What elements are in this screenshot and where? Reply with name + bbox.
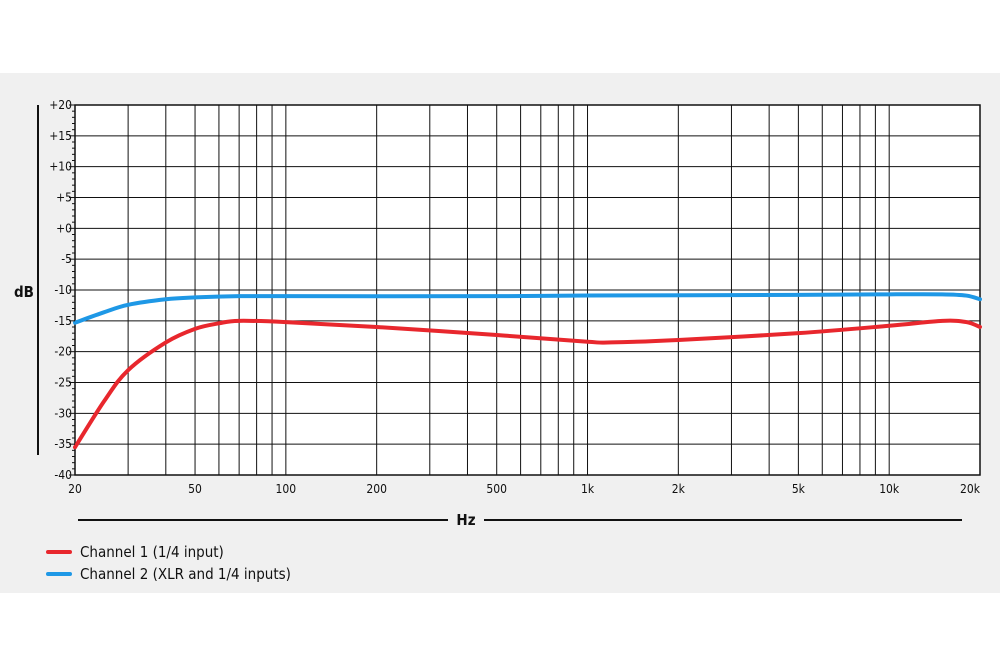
series-line-channel-2 <box>73 292 982 325</box>
y-tick-label: +10 <box>49 160 72 174</box>
series-line-channel-1 <box>73 318 982 450</box>
x-tick-label: 2k <box>672 482 686 496</box>
y-tick-label: -20 <box>54 345 72 359</box>
y-tick-label: -30 <box>54 406 72 420</box>
y-axis-title: dB <box>14 283 34 301</box>
x-tick-label: 1k <box>581 482 595 496</box>
x-tick-label: 20 <box>68 482 82 496</box>
y-tick-label: -40 <box>54 468 72 482</box>
y-tick-label: +0 <box>56 221 72 235</box>
y-tick-label: -10 <box>54 283 72 297</box>
y-tick-label: -25 <box>54 376 72 390</box>
series-lines <box>73 292 982 450</box>
legend-item-channel-1: Channel 1 (1/4 input) <box>46 543 224 561</box>
y-tick-label: -15 <box>54 314 72 328</box>
x-axis: 20 50 100 200 500 1k 2k 5k 10k 20k <box>68 482 981 496</box>
y-tick-label: +5 <box>56 191 72 205</box>
y-tick-label: +20 <box>49 98 72 112</box>
x-tick-label: 20k <box>960 482 981 496</box>
x-tick-label: 10k <box>879 482 900 496</box>
legend-label-channel-2: Channel 2 (XLR and 1/4 inputs) <box>80 565 291 583</box>
grid <box>74 104 981 476</box>
x-tick-label: 500 <box>486 482 507 496</box>
chart-svg: +20 +15 +10 +5 +0 -5 -10 -15 -20 -25 -30 -35 -40 20 5… <box>14 98 982 583</box>
x-tick-label: 50 <box>188 482 202 496</box>
frequency-response-chart: +20 +15 +10 +5 +0 -5 -10 -15 -20 -25 -30 -35 -40 20 5… <box>0 73 1000 593</box>
x-tick-label: 5k <box>792 482 806 496</box>
x-tick-label: 200 <box>366 482 387 496</box>
legend-label-channel-1: Channel 1 (1/4 input) <box>80 543 224 561</box>
legend-item-channel-2: Channel 2 (XLR and 1/4 inputs) <box>46 565 291 583</box>
legend: Channel 1 (1/4 input) Channel 2 (XLR and… <box>46 543 291 583</box>
y-tick-label: -35 <box>54 437 72 451</box>
x-axis-title: Hz <box>456 511 475 529</box>
x-tick-label: 100 <box>276 482 297 496</box>
y-tick-label: -5 <box>61 252 72 266</box>
y-tick-label: +15 <box>49 129 72 143</box>
y-axis: +20 +15 +10 +5 +0 -5 -10 -15 -20 -25 -30 -35 -40 <box>49 98 75 482</box>
